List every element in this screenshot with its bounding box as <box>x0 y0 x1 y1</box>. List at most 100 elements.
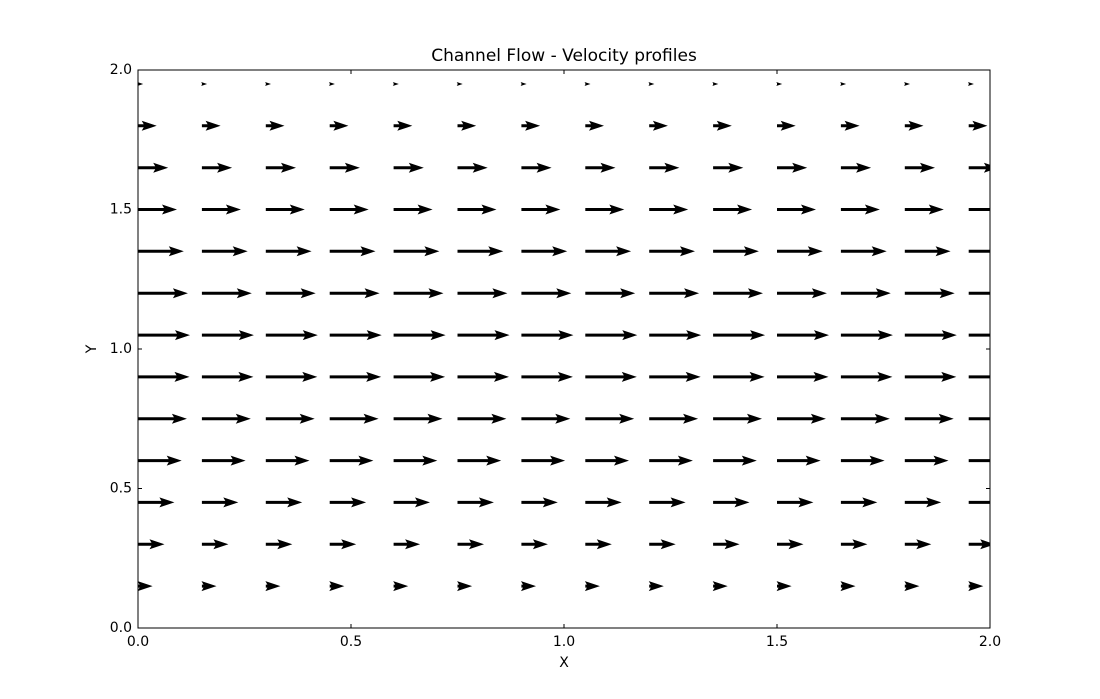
arrow <box>456 82 463 86</box>
arrow <box>649 497 686 508</box>
arrow <box>138 539 165 550</box>
arrow <box>840 413 890 424</box>
arrow <box>393 162 424 173</box>
arrow <box>649 455 693 466</box>
arrow <box>201 581 217 592</box>
arrow <box>457 120 477 131</box>
arrow <box>138 288 188 299</box>
arrow <box>840 539 868 550</box>
arrow <box>713 497 750 508</box>
arrow <box>392 82 399 86</box>
arrow <box>265 288 316 299</box>
arrow <box>329 204 369 215</box>
x-tick-label: 1.5 <box>766 634 788 650</box>
x-tick-label: 0.0 <box>127 634 149 650</box>
arrow <box>904 371 957 382</box>
arrow <box>457 204 497 215</box>
arrow <box>585 246 632 257</box>
arrow <box>777 455 821 466</box>
arrow <box>457 455 502 466</box>
y-tick-label: 0.5 <box>110 481 132 497</box>
arrow <box>521 330 574 341</box>
arrow <box>904 455 949 466</box>
y-axis-label: Y <box>84 344 100 354</box>
arrow <box>968 291 990 295</box>
arrow <box>138 204 177 215</box>
arrow <box>265 330 318 341</box>
arrow <box>777 413 826 424</box>
arrow <box>201 455 246 466</box>
arrow <box>904 162 935 173</box>
arrow <box>648 82 655 86</box>
arrow <box>649 413 699 424</box>
arrow <box>840 288 891 299</box>
arrow <box>649 204 689 215</box>
arrow <box>585 120 604 131</box>
arrow <box>521 162 552 173</box>
arrow <box>649 162 680 173</box>
x-tick-label: 2.0 <box>979 634 1001 650</box>
arrow <box>585 371 637 382</box>
arrow <box>777 246 823 257</box>
arrow <box>649 539 676 550</box>
arrow <box>457 497 494 508</box>
arrow <box>777 162 808 173</box>
arrow <box>968 581 984 592</box>
arrow <box>138 413 187 424</box>
arrow <box>201 539 229 550</box>
arrow <box>904 497 942 508</box>
arrow <box>329 246 376 257</box>
arrow <box>968 375 990 379</box>
arrow <box>457 539 484 550</box>
arrow <box>457 330 510 341</box>
arrow <box>968 500 990 504</box>
arrow <box>649 246 695 257</box>
arrow <box>968 539 990 550</box>
arrow <box>521 455 566 466</box>
arrow <box>521 581 536 592</box>
arrow <box>649 288 700 299</box>
arrow <box>904 82 910 86</box>
arrow <box>329 581 345 592</box>
arrow-layer <box>138 82 990 592</box>
arrow <box>393 204 433 215</box>
arrow <box>521 539 548 550</box>
arrow <box>649 330 702 341</box>
arrow <box>904 581 920 592</box>
arrow <box>777 330 829 341</box>
arrow <box>393 455 438 466</box>
arrow <box>201 288 252 299</box>
arrow <box>138 246 184 257</box>
arrow <box>201 330 254 341</box>
arrow <box>138 455 182 466</box>
arrow <box>265 162 296 173</box>
arrow <box>520 82 527 86</box>
arrow <box>265 455 310 466</box>
arrow <box>840 330 893 341</box>
arrow <box>265 497 303 508</box>
arrow <box>585 330 638 341</box>
arrow <box>329 413 379 424</box>
arrow <box>201 162 233 173</box>
arrow <box>521 246 568 257</box>
arrow <box>968 120 988 131</box>
arrow <box>712 82 719 86</box>
arrow <box>457 246 504 257</box>
arrow <box>904 120 924 131</box>
arrow <box>776 82 783 86</box>
arrow <box>329 455 374 466</box>
arrow <box>521 413 571 424</box>
arrow <box>201 497 239 508</box>
arrow <box>521 497 558 508</box>
arrow <box>138 330 190 341</box>
arrow <box>968 208 990 211</box>
arrow <box>393 497 430 508</box>
arrow <box>840 204 880 215</box>
arrow <box>840 162 872 173</box>
arrow <box>138 120 157 131</box>
arrow <box>904 539 932 550</box>
arrow <box>648 581 664 592</box>
arrow <box>904 204 944 215</box>
arrow <box>840 82 847 86</box>
arrow <box>904 288 955 299</box>
